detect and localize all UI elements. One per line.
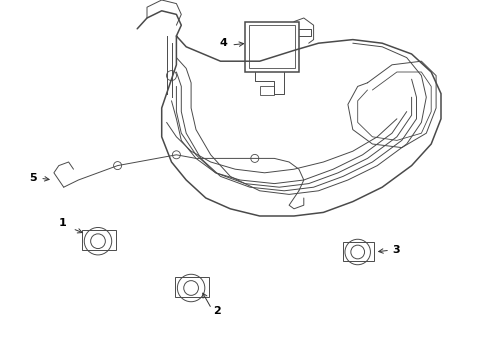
Text: 5: 5 [29,173,37,183]
Bar [175,277,209,297]
Text: 2: 2 [213,306,221,316]
Bar [260,86,274,95]
Text: 4: 4 [219,38,227,48]
Bar [82,230,116,250]
Text: 3: 3 [392,245,400,255]
Bar [245,22,299,72]
Text: 1: 1 [59,218,67,228]
Bar [343,242,374,261]
Bar [249,25,295,68]
